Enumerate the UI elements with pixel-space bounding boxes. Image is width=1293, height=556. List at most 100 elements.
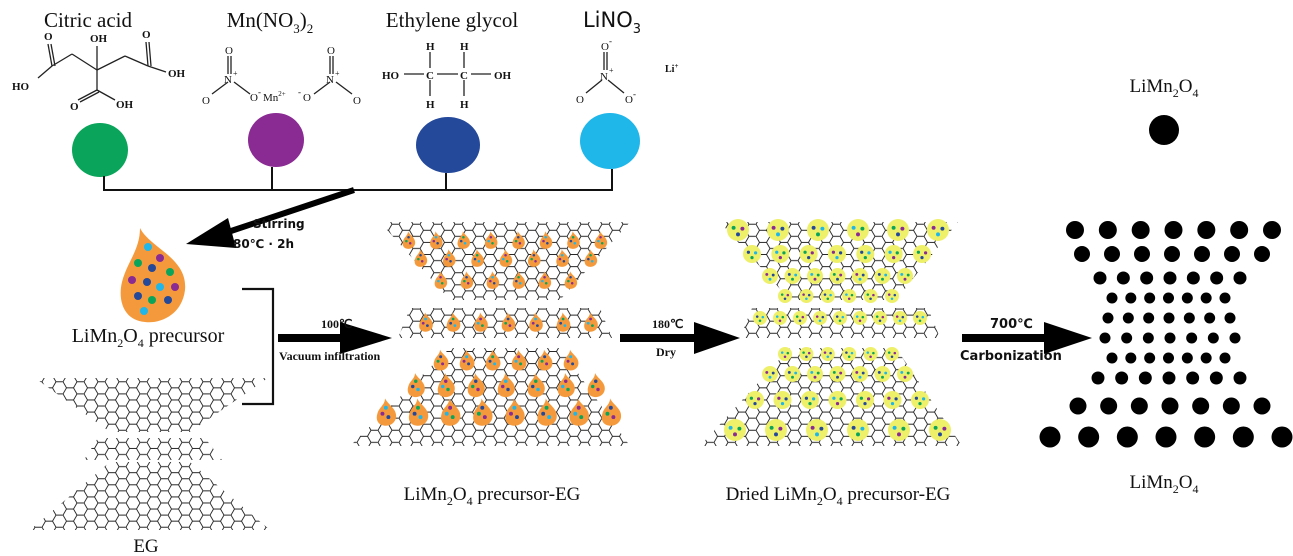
eg-h-bottom-left: H xyxy=(426,99,435,111)
dried-particle-dot xyxy=(836,277,839,281)
dried-particle-dot xyxy=(740,226,745,231)
drop-body xyxy=(529,312,543,332)
drop-dot xyxy=(560,253,564,257)
dried-particle xyxy=(762,366,778,382)
drop-body xyxy=(512,271,526,289)
dried-particle-dot xyxy=(768,375,772,379)
dried-particle-body xyxy=(807,366,823,382)
dried-particle-body xyxy=(874,366,891,382)
dried-particle xyxy=(813,311,827,325)
mn-nitrate-sub2: 2 xyxy=(307,21,314,36)
dried-particle-body xyxy=(784,268,801,284)
dried-particle-dot xyxy=(836,375,839,379)
dried-particle-dot xyxy=(749,396,754,400)
drop-dot xyxy=(448,405,453,410)
dried-particle-dot xyxy=(890,401,895,406)
drop-dot xyxy=(570,282,574,285)
drop-dot xyxy=(561,384,565,389)
dried-particle-body xyxy=(765,419,787,441)
drop-dot xyxy=(447,253,451,257)
dried-particle-dot xyxy=(869,355,872,359)
drop-body xyxy=(567,231,580,249)
product-label: LiMn2O4 xyxy=(1129,472,1198,496)
precursor-drop xyxy=(584,312,598,332)
drop-dot xyxy=(463,279,466,283)
precursor-drop xyxy=(474,312,488,332)
dried-particle-body xyxy=(799,245,818,263)
eg-h-top-left: H xyxy=(426,41,435,53)
ethylene-glycol-structure xyxy=(404,52,491,96)
dried-particle xyxy=(847,419,869,441)
drop-body xyxy=(537,349,553,371)
dried-particle xyxy=(842,289,857,303)
citric-oh-bottom: OH xyxy=(116,99,134,111)
dried-particle-body xyxy=(852,268,868,284)
precursor-drop xyxy=(587,373,605,398)
dried-particle-body xyxy=(913,245,931,263)
legend-label: LiMn2O4 xyxy=(1129,76,1198,100)
drop-dot xyxy=(562,260,566,263)
dried-particle-body xyxy=(847,419,869,441)
lino3-atoms: O - N + O O - Li+ xyxy=(576,36,678,106)
dried-particle-body xyxy=(801,391,819,409)
drop-dot xyxy=(547,415,552,420)
citric-ho-left: HO xyxy=(12,81,30,93)
dried-particle xyxy=(801,391,819,409)
dried-particle-body xyxy=(883,391,902,409)
product-dot xyxy=(1194,246,1210,262)
precursor-drop xyxy=(434,271,448,289)
drop-dot xyxy=(587,257,590,261)
dried-particle-dot xyxy=(826,297,830,301)
precursor-drop xyxy=(486,271,500,289)
dried-particle-body xyxy=(767,219,789,241)
mn-o-minus-right-sign: - xyxy=(298,87,301,97)
dried-particle-dot xyxy=(761,315,765,319)
drop-dot xyxy=(534,260,537,263)
dried-particle-dot xyxy=(823,293,827,296)
precursor-drop xyxy=(471,249,484,267)
drop-dot xyxy=(504,379,508,383)
mn-nitrate-atoms: O N + O O - Mn2+ O N + - O O xyxy=(202,45,361,107)
product-dot xyxy=(1163,312,1175,324)
dried-particle-dot xyxy=(881,277,884,281)
drop-body xyxy=(556,312,571,332)
dried-particle-body xyxy=(828,245,846,263)
drop-dot xyxy=(569,275,572,279)
drop-dot xyxy=(459,239,463,243)
precursor-eg-label: LiMn2O4 precursor-EG xyxy=(404,484,581,508)
dried-particle-body xyxy=(884,245,903,263)
drop-body xyxy=(473,398,493,426)
citric-o-right: O xyxy=(142,29,151,41)
dried-particle-dot xyxy=(856,232,860,237)
dried-particle xyxy=(856,391,874,409)
drop-dot xyxy=(439,275,442,279)
drop-dot xyxy=(426,324,429,327)
dried-particle-dot xyxy=(791,375,794,379)
drop-body xyxy=(414,249,428,267)
dried-particle-dot xyxy=(906,371,910,375)
dried-particle xyxy=(874,366,891,382)
dried-particle-dot xyxy=(746,250,751,254)
drop-dot xyxy=(383,405,388,410)
dried-particle-dot xyxy=(869,297,872,301)
drop-body xyxy=(446,312,461,332)
droplet-shape xyxy=(120,228,186,323)
product-dot xyxy=(1207,332,1219,344)
drop-dot xyxy=(441,384,445,389)
drop-dot xyxy=(386,415,391,420)
drop-body xyxy=(434,271,448,289)
dried-particle-dot xyxy=(861,273,865,277)
drop-dot xyxy=(543,275,546,279)
dried-particle-dot xyxy=(838,319,842,323)
dried-particle-dot xyxy=(851,225,856,230)
dried-particle-body xyxy=(856,391,874,409)
drop-body xyxy=(460,271,474,289)
drop-body xyxy=(430,231,443,249)
dried-particle xyxy=(773,311,787,325)
dried-particle-dot xyxy=(811,397,816,401)
dried-particle-dot xyxy=(872,293,875,297)
product-dot xyxy=(1138,371,1152,385)
product-dot xyxy=(1161,397,1179,415)
drop-dot xyxy=(569,355,573,359)
